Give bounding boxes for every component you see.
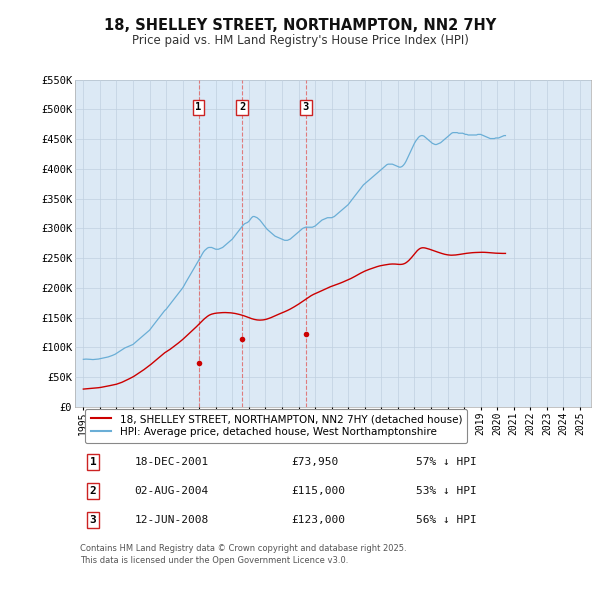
Text: 12-JUN-2008: 12-JUN-2008 xyxy=(134,515,209,525)
Text: £115,000: £115,000 xyxy=(292,486,346,496)
Text: 18-DEC-2001: 18-DEC-2001 xyxy=(134,457,209,467)
Bar xyxy=(199,80,242,407)
Legend: 18, SHELLEY STREET, NORTHAMPTON, NN2 7HY (detached house), HPI: Average price, d: 18, SHELLEY STREET, NORTHAMPTON, NN2 7HY… xyxy=(85,409,467,442)
Text: 1: 1 xyxy=(89,457,97,467)
Text: 2: 2 xyxy=(89,486,97,496)
Text: 3: 3 xyxy=(303,103,309,113)
Text: Price paid vs. HM Land Registry's House Price Index (HPI): Price paid vs. HM Land Registry's House … xyxy=(131,34,469,47)
Text: 02-AUG-2004: 02-AUG-2004 xyxy=(134,486,209,496)
Text: 2: 2 xyxy=(239,103,245,113)
Text: 3: 3 xyxy=(89,515,97,525)
Text: £73,950: £73,950 xyxy=(292,457,339,467)
Text: 18, SHELLEY STREET, NORTHAMPTON, NN2 7HY: 18, SHELLEY STREET, NORTHAMPTON, NN2 7HY xyxy=(104,18,496,34)
Text: Contains HM Land Registry data © Crown copyright and database right 2025.
This d: Contains HM Land Registry data © Crown c… xyxy=(80,544,407,565)
Text: 56% ↓ HPI: 56% ↓ HPI xyxy=(416,515,476,525)
Text: 53% ↓ HPI: 53% ↓ HPI xyxy=(416,486,476,496)
Text: 57% ↓ HPI: 57% ↓ HPI xyxy=(416,457,476,467)
Text: £123,000: £123,000 xyxy=(292,515,346,525)
Text: 1: 1 xyxy=(196,103,202,113)
